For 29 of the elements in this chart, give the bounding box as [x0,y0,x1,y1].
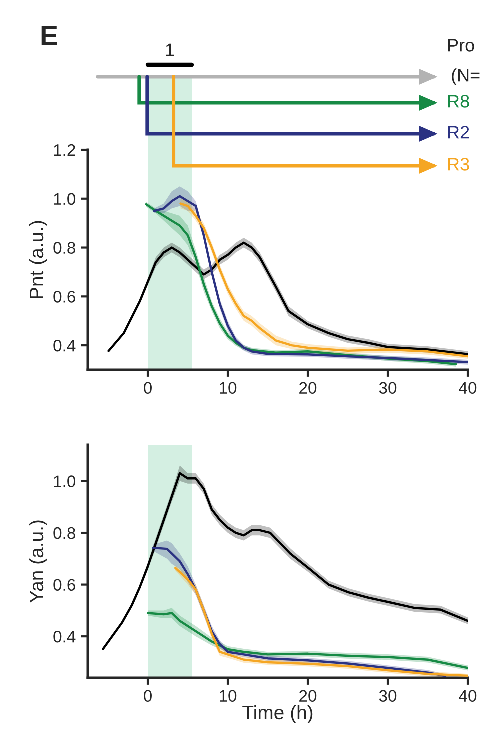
text: E [42,26,58,46]
x-tick-label: 0 [144,690,152,702]
legend-label: R2 [448,126,470,139]
text: Pro [448,39,474,52]
y-tick-label: 1.0 [54,193,76,206]
y-axis-title: Yan (a.u.) [29,520,48,604]
x-tick-label: 40 [459,690,477,702]
x-tick-label: 20 [300,382,317,394]
y-tick-label: 0.8 [54,242,76,254]
x-tick-label: 20 [300,690,317,702]
y-tick-label: 1.2 [54,144,76,156]
band-label: 1 [166,44,174,56]
y-tick-label: 0.6 [54,291,76,303]
legend-label: R8 [448,95,470,108]
x-tick-label: 30 [379,690,397,702]
x-tick-label: 10 [220,382,237,394]
y-axis-title: Pnt (a.u.) [29,221,48,298]
y-tick-label: 0.4 [54,630,76,643]
x-tick-label: 10 [220,690,237,702]
legend-label: R3 [448,158,470,171]
x-axis-title: Time (h) [242,705,313,724]
x-tick-label: 30 [379,382,397,394]
text: (N= [452,68,480,86]
x-tick-label: 0 [144,382,152,394]
y-tick-label: 0.8 [54,527,76,540]
y-tick-label: 0.6 [54,579,76,592]
y-tick-label: 0.4 [54,340,76,352]
x-tick-label: 40 [459,382,477,394]
y-tick-label: 1.0 [54,476,76,488]
